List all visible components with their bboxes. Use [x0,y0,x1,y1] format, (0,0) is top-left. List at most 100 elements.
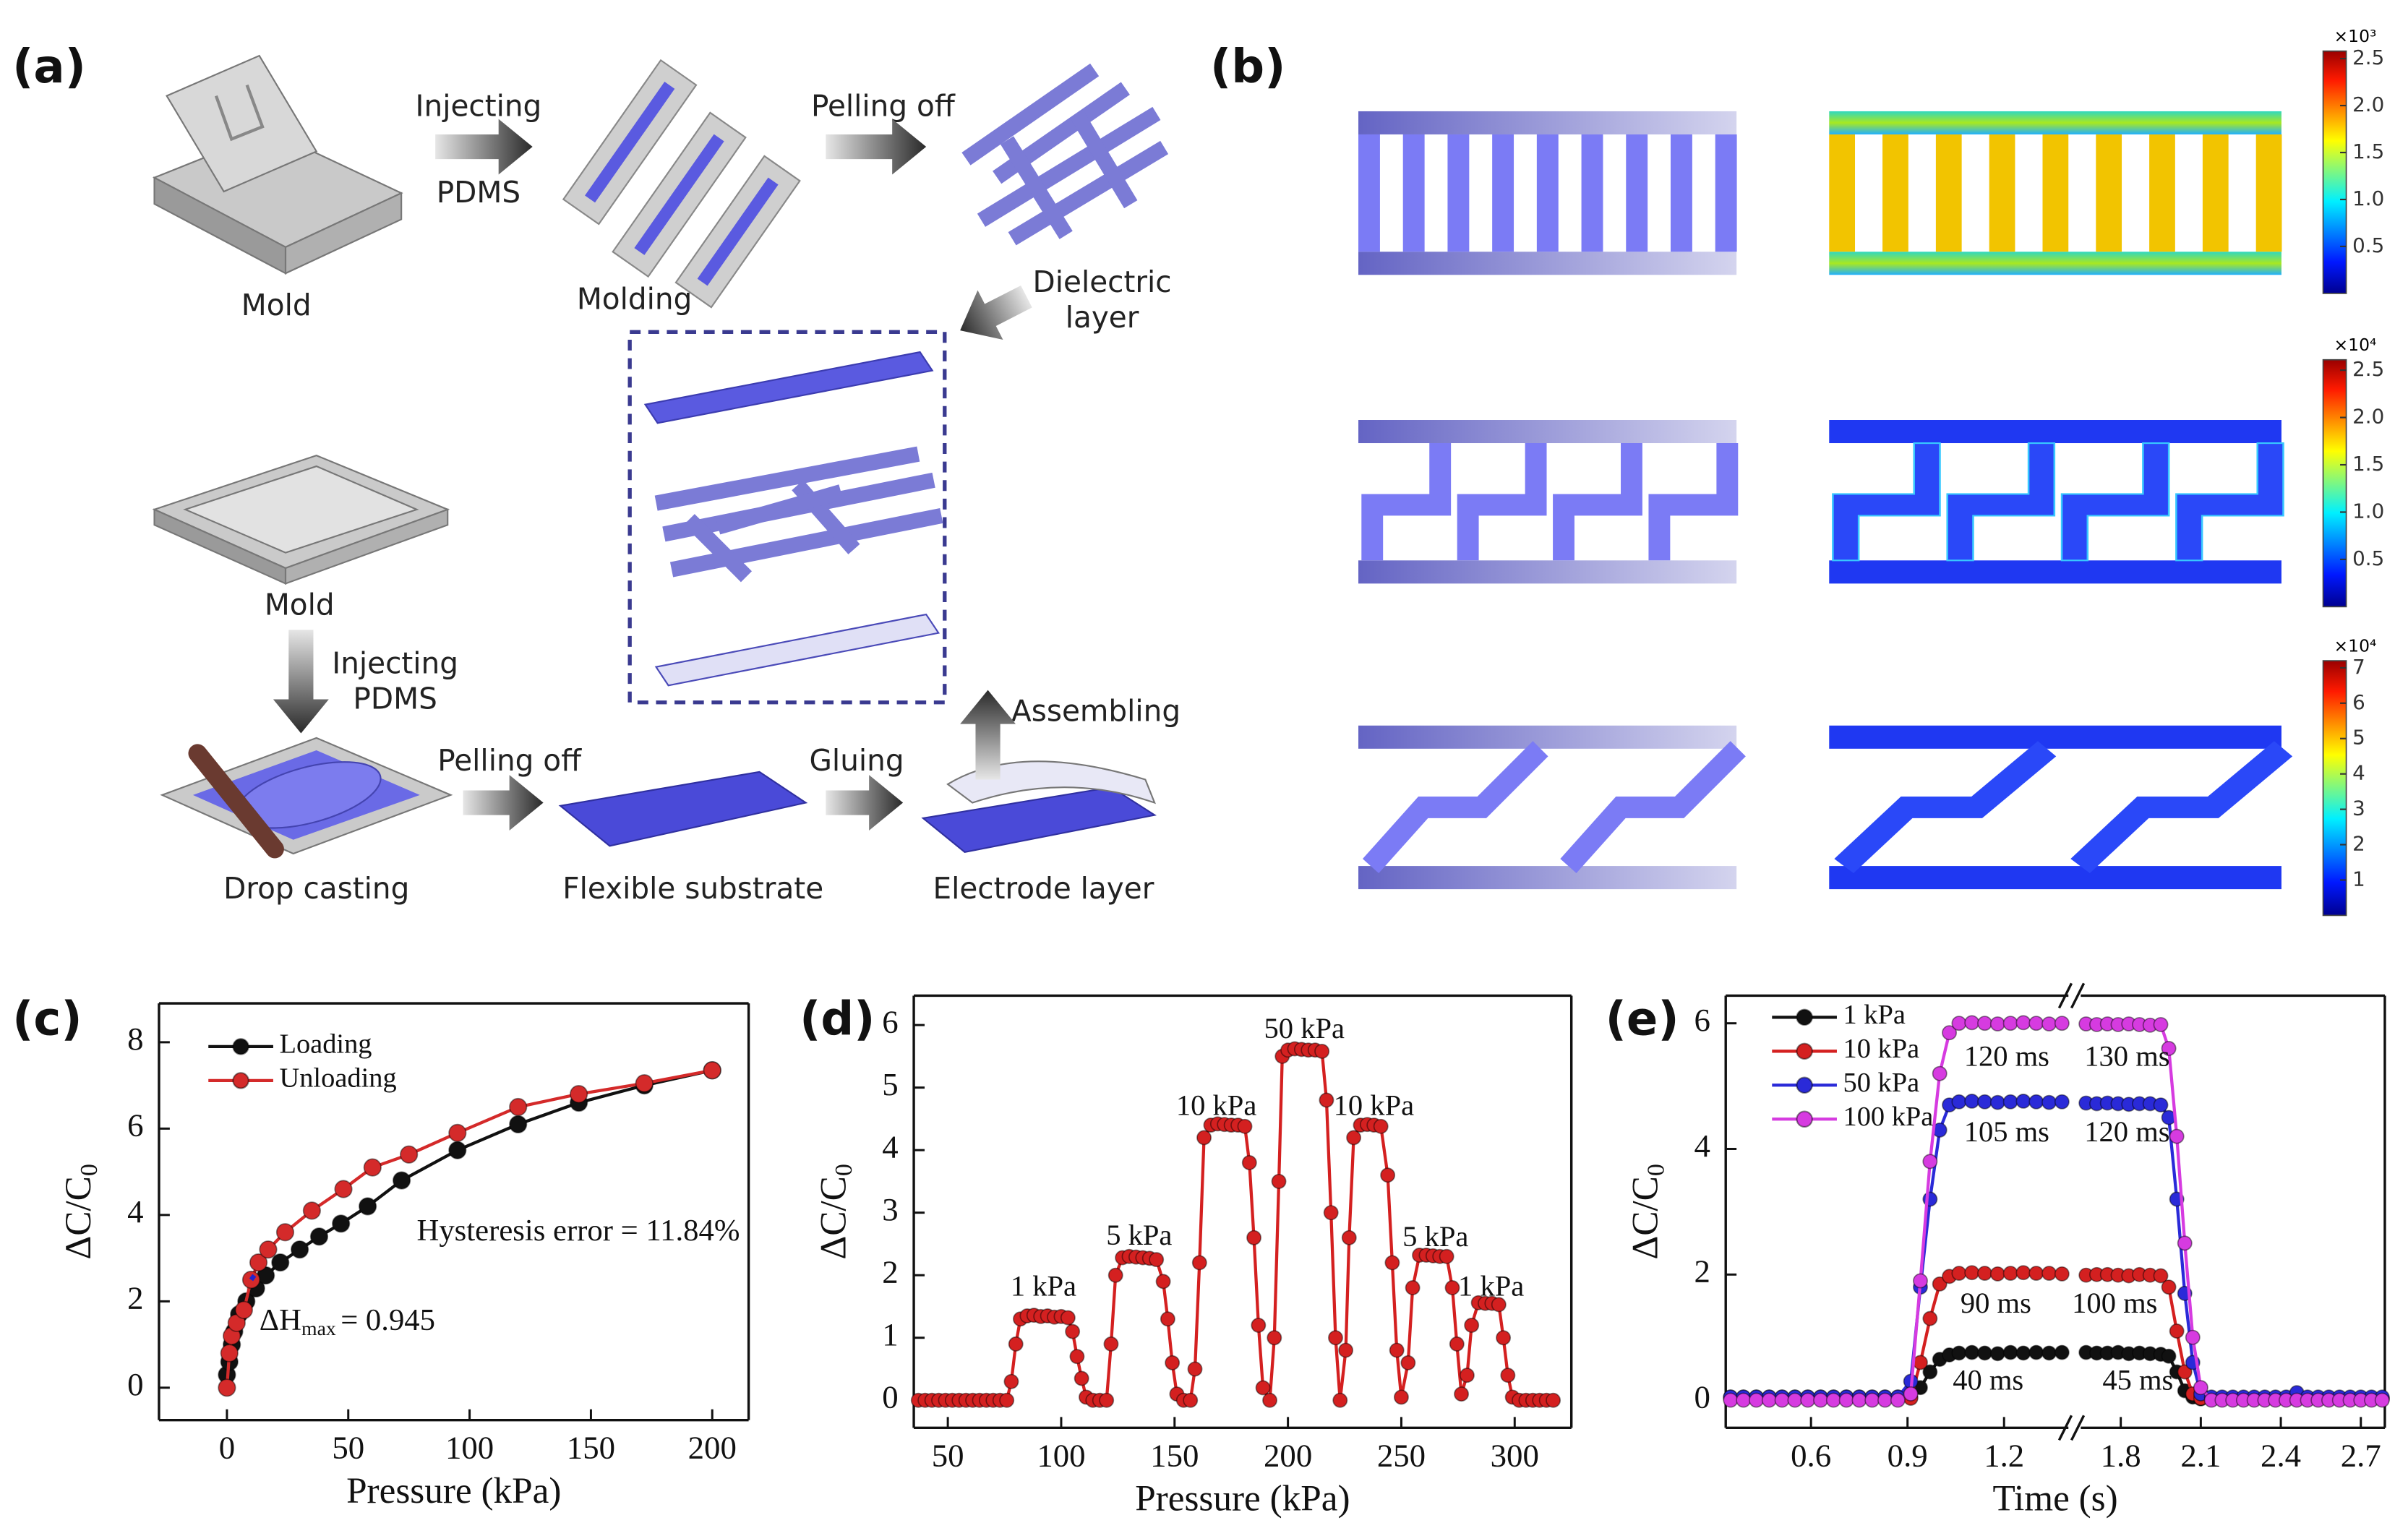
label: PDMS [437,175,520,210]
data-point [1319,1092,1334,1108]
colorbar-tick-label: 5 [2352,726,2365,750]
data-point [291,1240,309,1259]
data-point [1373,1118,1389,1134]
beam [1358,419,1737,444]
label: Mold [241,288,312,322]
data-point [509,1115,528,1134]
label: Electrode layer [933,871,1154,906]
data-point [218,1378,236,1397]
data-point [1069,1349,1085,1365]
dielectric-lattice [961,63,1169,246]
data-point [1454,1386,1470,1402]
data-point [1341,1230,1357,1245]
structure [1358,725,1746,890]
slant-unit [1834,741,2057,874]
data-point [302,1201,321,1220]
data-point [1800,1392,1816,1408]
x-tick-label: 2.1 [2180,1437,2221,1473]
data-point [2153,1097,2169,1113]
data-point [1977,1094,1992,1110]
pillar [1492,134,1514,252]
colorbar-multiplier: ×10³ [2334,26,2377,46]
colorbar-tick-label: 2.0 [2352,405,2384,429]
data-point [1191,1255,1207,1271]
data-point [1271,1173,1287,1189]
data-point [1444,1280,1460,1295]
annotation: 50 kPa [1264,1012,1345,1044]
label: Molding [577,282,692,317]
pillar [1715,134,1737,252]
pillar [2042,134,2069,252]
data-point [2041,1345,2057,1361]
y-tick-label: 5 [882,1066,898,1102]
legend-label: 10 kPa [1843,1034,1919,1064]
data-point [635,1074,654,1093]
x-tick-label: 300 [1491,1437,1539,1473]
data-point [448,1123,467,1142]
stress-map [1829,725,2293,890]
data-point [509,1097,528,1117]
data-point [334,1180,353,1198]
x-tick-label: 0.6 [1791,1437,1831,1473]
beam [1358,111,1737,134]
data-point [570,1084,588,1104]
y-tick-label: 8 [127,1021,143,1057]
data-point [2028,1344,2044,1360]
x-tick-label: 1.8 [2101,1437,2141,1473]
data-point [1003,1373,1019,1389]
beam [1829,560,2281,584]
data-point [1380,1167,1396,1183]
data-point [1107,1267,1123,1283]
annotation: 1 kPa [1011,1269,1076,1302]
legend-marker [1796,1110,1813,1128]
colorbar-tick-label: 0.5 [2352,546,2384,570]
delta-h-label: ΔHmax = 0.945 [260,1303,435,1340]
y-tick-label: 6 [882,1003,898,1039]
legend-marker [1796,1042,1813,1060]
data-point [2054,1266,2070,1282]
data-point [241,1270,261,1290]
data-point [1165,1355,1181,1370]
x-tick-label: 50 [332,1430,364,1466]
arrow [273,630,329,734]
legend-label: Loading [279,1029,372,1060]
y-tick-label: 0 [1694,1378,1710,1415]
data-point [1851,1392,1867,1408]
arrow [826,119,927,175]
zigzag-unit [2175,442,2284,562]
colorbar-tick-label: 2 [2352,832,2365,856]
y-axis-label-sub: 0 [1642,1164,1669,1176]
data-point [1255,1380,1271,1396]
data-point [1464,1317,1480,1333]
data-point [2153,1016,2169,1032]
label: PDMS [353,682,437,716]
legend-marker [1796,1008,1813,1026]
data-point [2161,1348,2177,1364]
data-point [1825,1392,1841,1408]
data-point [1155,1274,1171,1290]
data-point [1187,1361,1203,1377]
beam [1829,111,2281,134]
zigzag-unit [1946,442,2056,562]
data-point [1332,1392,1348,1408]
structure [1358,111,1737,275]
x-tick-label: 150 [1150,1437,1199,1473]
data-point [1546,1392,1561,1408]
y-axis-label: ΔC/C0 [58,1164,103,1260]
data-point [1977,1266,1992,1282]
x-tick-label: 250 [1377,1437,1426,1473]
colorbar-multiplier: ×10⁴ [2334,335,2377,355]
axis-break [2070,982,2086,1009]
data-point [309,1227,329,1246]
annotation: 100 ms [2072,1287,2157,1319]
flexible-substrate [558,771,808,847]
data-point [1977,1016,1992,1031]
data-point [363,1158,382,1177]
data-point [1922,1310,1938,1326]
y-tick-label: 1 [882,1316,898,1352]
pillar [1447,134,1470,252]
data-point [271,1253,290,1272]
data-point [2041,1094,2057,1110]
annotation: 1 kPa [1458,1269,1524,1302]
